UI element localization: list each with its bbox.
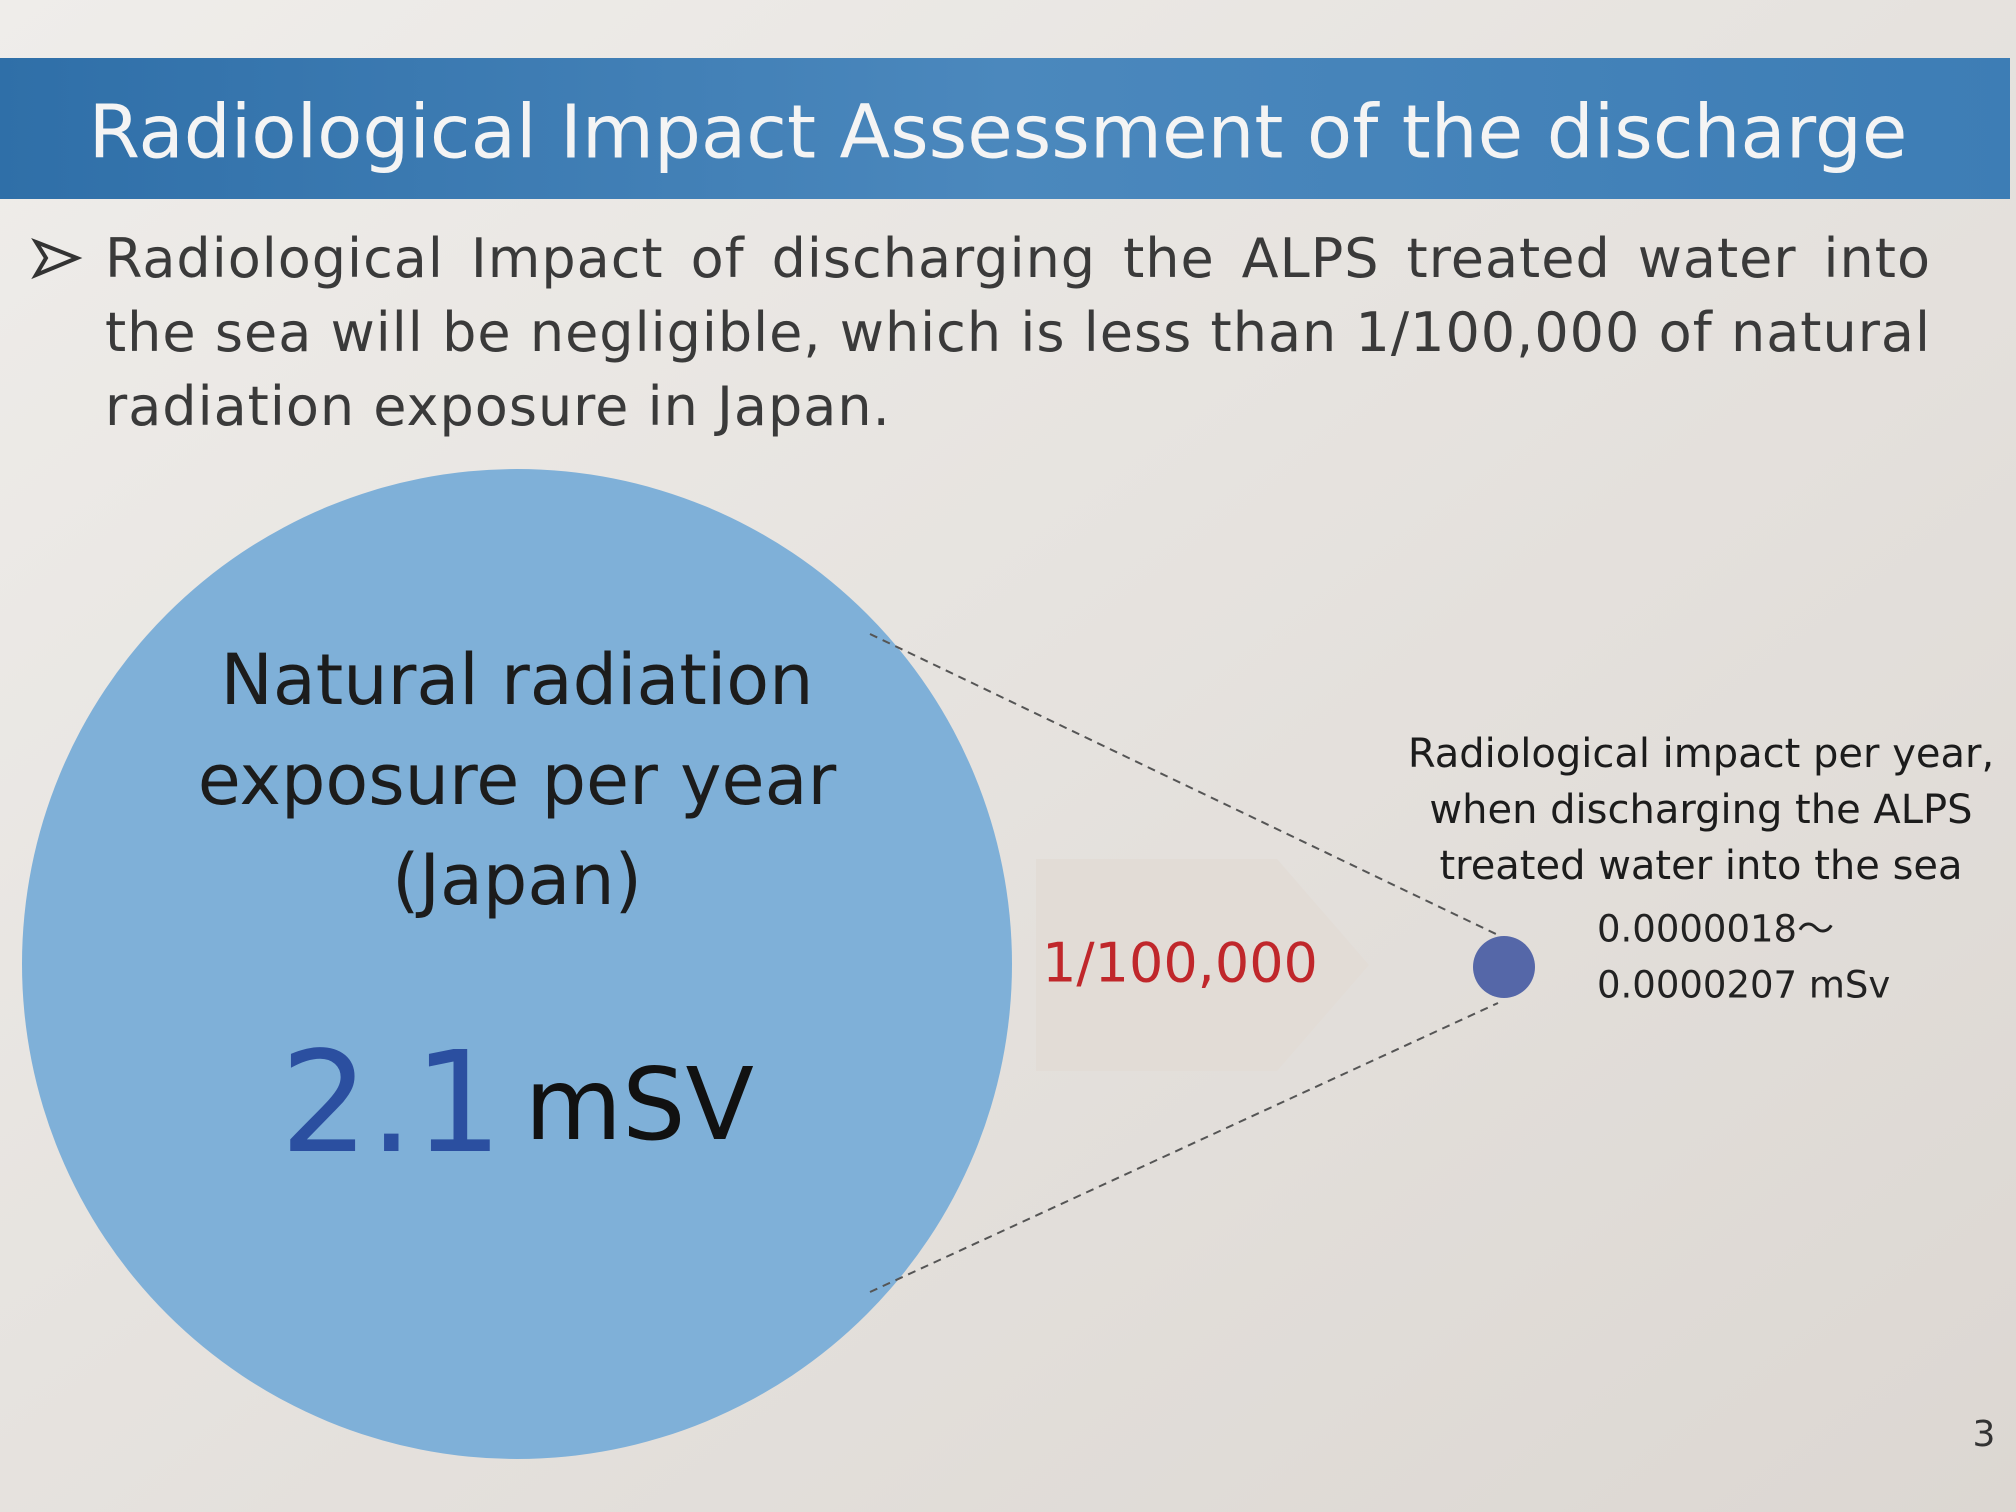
discharge-label: when discharging the ALPS xyxy=(1429,787,1972,833)
discharge-value: 0.0000018～ xyxy=(1597,908,1834,951)
bullet-arrow xyxy=(31,237,83,280)
zoom-line xyxy=(869,1002,1499,1293)
zoom-line xyxy=(869,633,1499,936)
natural-circle xyxy=(22,469,1012,1459)
discharge-label: treated water into the sea xyxy=(1439,843,1962,889)
labels: Natural radiation exposure per year (Japan… xyxy=(198,639,1994,1185)
discharge-value: 0.0000207 mSv xyxy=(1597,964,1890,1007)
natural-label: exposure per year xyxy=(198,739,837,821)
ratio-label: 1/100,000 xyxy=(1042,932,1318,995)
title-band xyxy=(0,58,2010,199)
discharge-circle xyxy=(1473,936,1535,998)
title: Radiological Impact Assessment of the di… xyxy=(89,90,1908,176)
page-number: 3 xyxy=(1973,1414,1996,1455)
discharge-label: Radiological impact per year, xyxy=(1408,731,1994,777)
natural-value-line: 2.1 mSV xyxy=(280,1022,754,1185)
ratio-arrow xyxy=(1036,859,1369,1071)
natural-label: (Japan) xyxy=(392,839,642,921)
natural-unit: mSV xyxy=(525,1046,754,1163)
natural-label: Natural radiation xyxy=(221,639,814,721)
natural-value: 2.1 xyxy=(280,1022,503,1185)
bullet-text: Radiological Impact of discharging the A… xyxy=(105,227,1931,438)
